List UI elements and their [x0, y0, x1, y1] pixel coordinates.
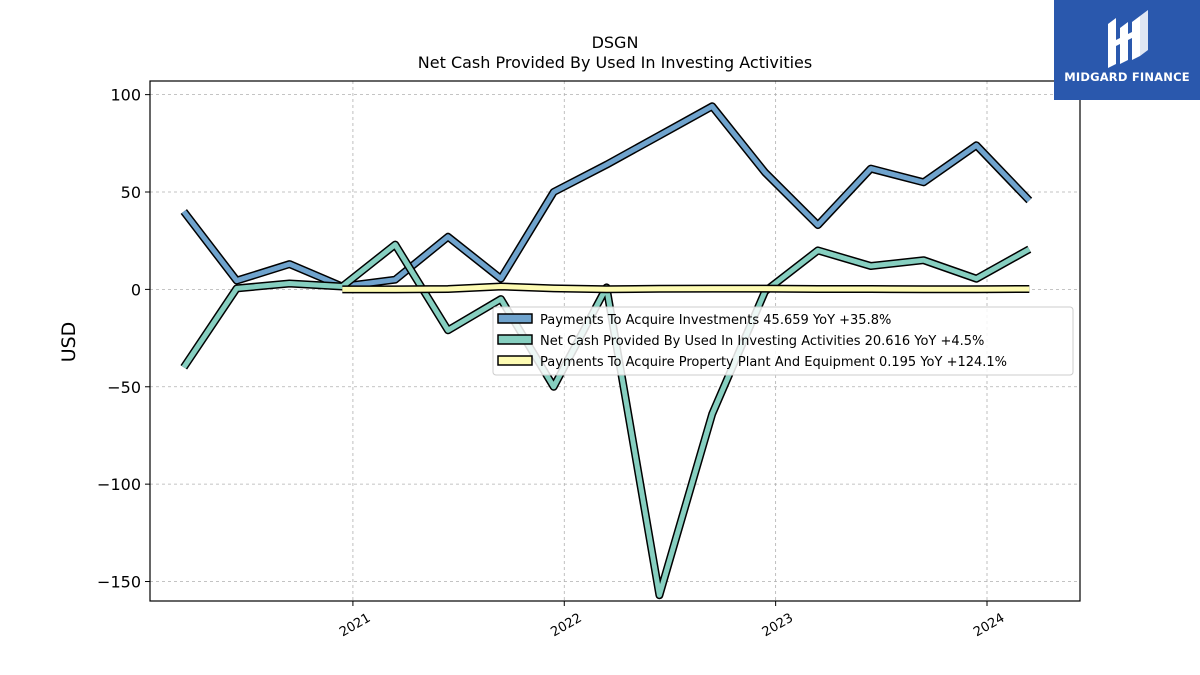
legend-label: Payments To Acquire Investments 45.659 Y… — [540, 313, 891, 328]
logo-mark-icon — [1108, 10, 1148, 68]
y-tick-label: −100 — [97, 475, 141, 494]
x-tick-label: 2023 — [760, 611, 796, 641]
y-tick-label: −50 — [107, 378, 141, 397]
series-2 — [180, 240, 1032, 600]
legend-label: Payments To Acquire Property Plant And E… — [540, 355, 1007, 370]
y-tick-label: 50 — [121, 183, 141, 202]
legend-box — [492, 306, 1074, 376]
chart-subtitle: Net Cash Provided By Used In Investing A… — [418, 53, 812, 72]
x-tick-label: 2024 — [971, 611, 1007, 641]
chart-title: DSGN — [592, 33, 639, 52]
plot-area-frame — [149, 80, 1081, 602]
legend-label: Net Cash Provided By Used In Investing A… — [540, 334, 984, 349]
series-3 — [342, 282, 1030, 294]
series-1 — [180, 102, 1033, 291]
series-line — [342, 284, 1030, 292]
series-layer — [180, 102, 1033, 600]
y-tick-label: 0 — [131, 280, 141, 299]
legend-swatch — [497, 355, 533, 366]
y-tick-label: −150 — [97, 573, 141, 592]
series-line — [181, 103, 1032, 289]
x-tick-label: 2021 — [337, 611, 373, 641]
series-line — [181, 242, 1031, 598]
legend-swatch — [497, 313, 533, 324]
legend: Payments To Acquire Investments 45.659 Y… — [492, 306, 1074, 376]
y-axis-label: USD — [58, 322, 80, 363]
y-tick-label: 100 — [110, 86, 141, 105]
legend-swatch — [497, 334, 533, 345]
x-axis: 2021 2022 2023 2024 — [337, 601, 1007, 640]
brand-logo: MIDGARD FINANCE — [1054, 0, 1200, 100]
x-tick-label: 2022 — [548, 611, 584, 641]
logo-text: MIDGARD FINANCE — [1064, 70, 1190, 84]
y-axis: 100 50 0 −50 −100 −150 — [97, 86, 150, 592]
